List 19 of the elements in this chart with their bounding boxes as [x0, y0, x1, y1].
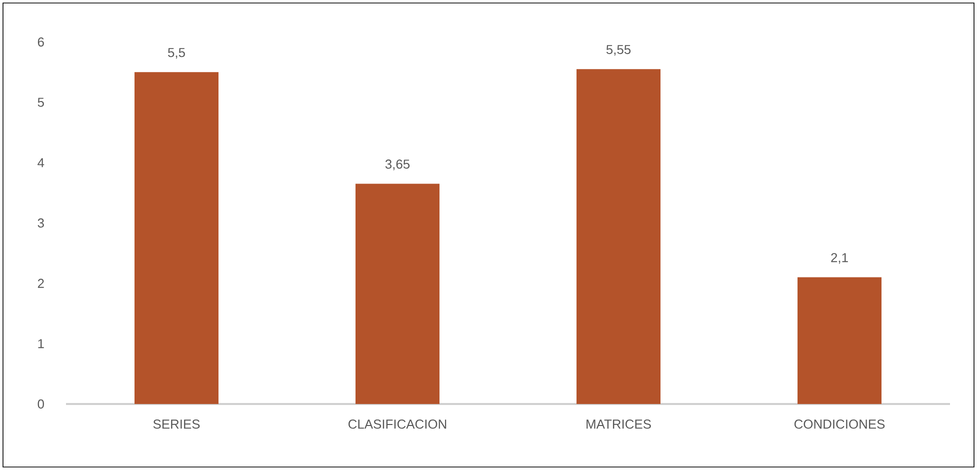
y-tick-label: 6: [38, 37, 44, 47]
x-tick-label: CONDICIONES: [794, 420, 885, 429]
data-label: 3,65: [385, 160, 410, 170]
y-tick-label: 4: [38, 158, 44, 168]
x-tick-label: SERIES: [153, 420, 200, 429]
bar: [576, 69, 660, 404]
data-label: 5,55: [606, 45, 631, 56]
data-label: 2,1: [831, 253, 848, 264]
y-tick-label: 1: [38, 339, 44, 348]
y-tick-label: 5: [38, 98, 44, 107]
bar: [356, 184, 440, 404]
y-tick-label: 3: [38, 218, 44, 228]
y-tick-label: 0: [38, 399, 44, 409]
bar: [798, 277, 882, 404]
y-tick-label: 2: [38, 278, 44, 288]
bar: [134, 72, 218, 404]
x-tick-label: CLASIFICACION: [348, 420, 446, 429]
x-tick-label: MATRICES: [586, 420, 651, 429]
data-label: 5,5: [168, 48, 185, 59]
